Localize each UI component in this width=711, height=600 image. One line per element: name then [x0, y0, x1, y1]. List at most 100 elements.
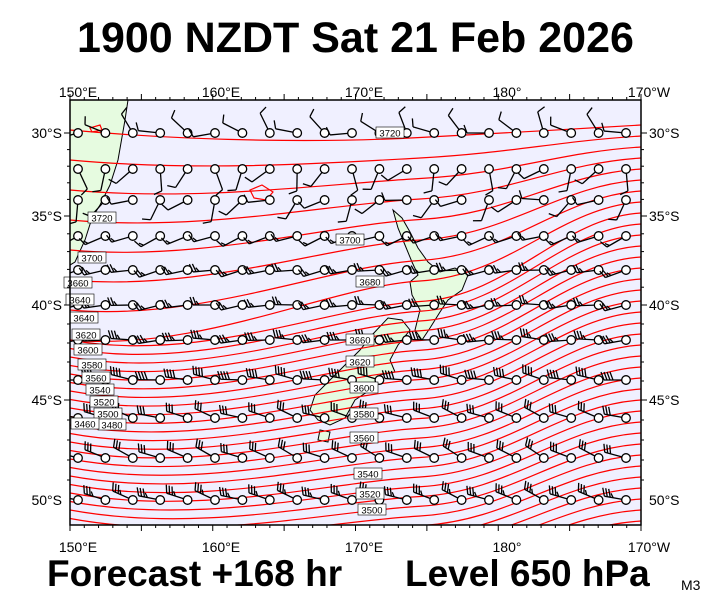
wind-barb — [202, 195, 220, 224]
station-circle — [347, 300, 357, 310]
contour-line — [70, 278, 641, 399]
barb-flag — [301, 486, 304, 496]
station-circle — [593, 495, 604, 505]
station-circle — [155, 335, 166, 345]
barb-flag — [574, 179, 583, 185]
barb-flag — [606, 272, 612, 277]
barb-flag — [610, 492, 614, 499]
barb-flag — [537, 106, 545, 113]
barb-flag — [283, 489, 287, 495]
wind-barb — [380, 300, 412, 310]
wind-barb — [492, 366, 522, 385]
station-circle — [538, 164, 549, 174]
barb-flag — [134, 371, 139, 380]
wind-barb — [274, 365, 303, 385]
contour-label-box — [81, 371, 111, 384]
station-circle — [182, 164, 193, 174]
model-label: M3 — [681, 577, 701, 593]
barb-flag — [608, 488, 611, 498]
barb-flag — [308, 370, 313, 380]
wind-barb — [188, 128, 220, 138]
contour-label-box — [375, 126, 405, 139]
contour-label-box — [345, 333, 375, 346]
station-circle — [292, 231, 303, 241]
barb-flag — [300, 268, 307, 276]
contour-line — [70, 179, 641, 283]
station-circle — [155, 413, 166, 423]
wind-barb — [347, 164, 359, 196]
barb-flag — [281, 334, 285, 339]
barb-flag — [465, 267, 472, 276]
barb-flag — [255, 490, 259, 496]
barb-flag — [140, 271, 146, 276]
wind-barb — [220, 442, 248, 463]
wind-barb — [546, 369, 577, 385]
barb-flag — [599, 303, 606, 312]
barb-flag — [172, 369, 176, 379]
wind-barb — [413, 439, 440, 463]
barb-flag — [469, 303, 474, 309]
barb-flag — [253, 335, 258, 341]
wind-barb — [215, 334, 248, 345]
barb-flag — [326, 331, 331, 341]
contour-line — [537, 498, 641, 525]
barb-flag — [200, 441, 204, 451]
wind-barb — [545, 333, 577, 345]
barb-flag — [522, 328, 526, 338]
barb-flag — [386, 404, 390, 414]
barb-flag — [55, 270, 61, 276]
contour-line — [70, 344, 641, 450]
barb-flag — [496, 301, 501, 307]
barb-flag — [225, 337, 230, 343]
lon-label: 170°W — [628, 84, 671, 100]
barb-flag — [56, 372, 59, 380]
barb-flag — [328, 367, 331, 377]
barb-flag — [408, 331, 413, 340]
wind-barb — [222, 114, 248, 138]
contour-line — [70, 234, 641, 364]
wind-barb — [495, 483, 522, 505]
wind-barb — [227, 164, 248, 192]
station-circle — [210, 495, 220, 505]
barb-flag — [224, 488, 228, 497]
barb-flag — [301, 404, 304, 414]
wind-barb — [188, 231, 220, 243]
barb-flag — [139, 405, 143, 415]
barb-flag — [202, 221, 212, 224]
barb-flag — [575, 264, 581, 273]
barb-flag — [86, 403, 88, 413]
barb-flag — [502, 490, 505, 496]
station-circle — [264, 495, 275, 505]
contour-line — [70, 168, 641, 253]
contour-label: 3480 — [97, 418, 127, 432]
barb-flag — [469, 486, 472, 496]
wind-barb — [523, 398, 549, 423]
barb-flag — [277, 216, 286, 220]
barb-flag — [283, 367, 286, 377]
contour-line — [70, 443, 641, 525]
station-circle — [484, 128, 494, 138]
barb-flag — [578, 267, 584, 273]
barb-flag — [440, 328, 444, 338]
wind-barb — [572, 297, 604, 310]
barb-flag — [605, 335, 611, 344]
contour-label-box — [70, 417, 100, 430]
barb-flag — [218, 334, 225, 343]
barb-flag — [407, 236, 414, 244]
barb-flag — [380, 301, 386, 310]
barb-flag — [411, 118, 414, 127]
barb-flag — [195, 267, 200, 272]
contour-label: 3660 — [63, 276, 93, 290]
barb-flag — [438, 181, 447, 186]
contour-label-text: 3600 — [77, 346, 98, 357]
barb-flag — [197, 439, 201, 449]
barb-flag — [603, 371, 608, 381]
barb-flag — [465, 333, 471, 342]
station-circle — [264, 413, 275, 423]
barb-flag — [389, 405, 392, 415]
wind-barb — [619, 164, 631, 196]
barb-flag — [144, 492, 149, 498]
station-circle — [429, 453, 440, 463]
barb-flag — [163, 368, 167, 378]
station-circle — [319, 195, 330, 205]
